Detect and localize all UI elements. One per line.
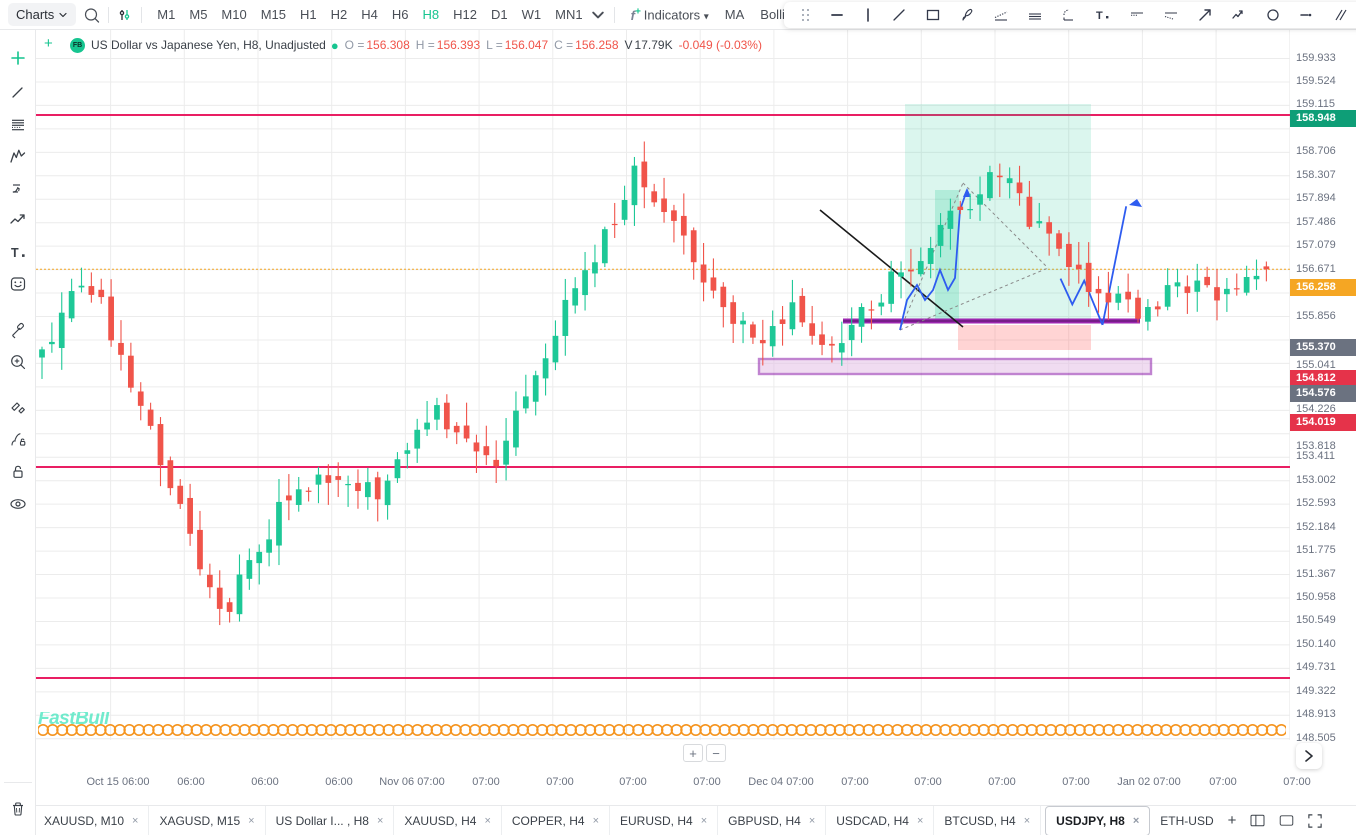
svg-text:T: T <box>1096 10 1103 22</box>
svg-text:T: T <box>11 246 19 260</box>
